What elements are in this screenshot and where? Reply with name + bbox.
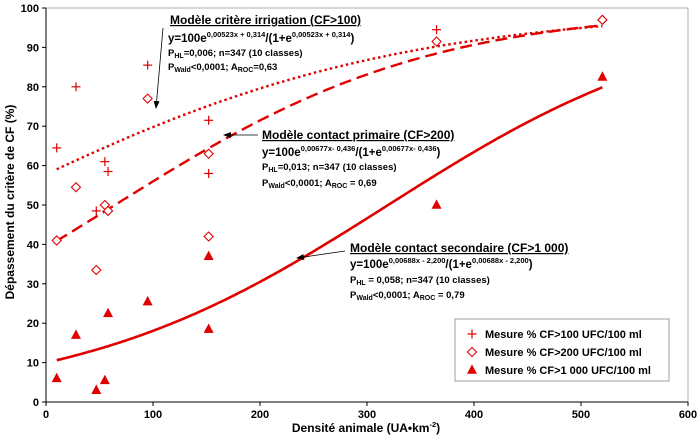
x-tick-label: 400	[465, 409, 483, 421]
data-point-triangle	[51, 372, 62, 383]
y-tick-label: 40	[27, 239, 39, 251]
annotation-primaire-title: Modèle contact primaire (CF>200)	[262, 128, 454, 142]
annotation-irrigation-title: Modèle critère irrigation (CF>100)	[170, 13, 361, 27]
model-curves	[56, 24, 603, 362]
data-point-diamond	[91, 264, 102, 276]
legend-items	[466, 329, 478, 374]
data-point-plus	[432, 25, 442, 35]
y-tick-label: 0	[33, 397, 39, 409]
data-point-plus	[103, 167, 113, 177]
data-point-diamond	[203, 231, 214, 242]
annotation-irrigation-arrow	[153, 27, 164, 109]
data-point-triangle	[103, 307, 114, 318]
data-point-triangle	[99, 374, 110, 385]
data-point-plus	[100, 157, 110, 167]
annotation-secondaire-stat-wald: PWald<0,0001; AROC = 0,79	[350, 290, 465, 302]
x-tick-label: 300	[358, 409, 376, 421]
model-curve-secondaire	[56, 86, 603, 362]
data-point-diamond	[142, 93, 153, 104]
y-tick-label: 20	[27, 318, 39, 330]
annotation-secondaire-title: Modèle contact secondaire (CF>1 000)	[350, 241, 568, 255]
data-point-triangle	[91, 384, 102, 394]
data-point-triangle	[142, 295, 153, 306]
y-tick-label: 60	[27, 161, 39, 173]
y-axis-label: Dépassement du critère de CF (%)	[3, 105, 17, 300]
annotation-irrigation: Modèle critère irrigation (CF>100) y=100…	[153, 13, 361, 109]
legend-label-cf1000: Mesure % CF>1 000 UFC/100 ml	[485, 365, 651, 377]
annotation-irrigation-equation: y=100e0,00523x + 0,314/(1+e0,00523x + 0,…	[168, 30, 354, 45]
data-point-diamond	[597, 14, 608, 26]
data-point-diamond	[70, 181, 82, 193]
annotation-primaire-stat-wald: PWald<0,0001; AROC = 0,69	[262, 178, 377, 190]
y-tick-label: 70	[27, 121, 39, 133]
axes: 0 100 200 300 400 500 600 0 10 20 30 40 50 60 70 80 90 10…	[21, 3, 698, 421]
y-tick-label: 10	[27, 358, 39, 370]
y-tick-label: 100	[21, 3, 39, 15]
annotation-secondaire: Modèle contact secondaire (CF>1 000) y=1…	[296, 241, 568, 302]
data-points	[51, 14, 608, 394]
data-point-diamond	[51, 235, 62, 246]
data-point-diamond	[431, 36, 442, 47]
data-point-diamond	[203, 148, 214, 160]
y-tick-label: 50	[27, 200, 39, 212]
y-tick-label: 90	[27, 42, 39, 54]
legend-marker-triangle	[467, 364, 477, 374]
annotation-secondaire-arrow	[296, 250, 346, 260]
annotation-secondaire-stat-hl: PHL = 0,058; n=347 (10 classes)	[350, 275, 490, 287]
data-point-triangle	[203, 323, 214, 333]
data-point-plus	[204, 115, 214, 125]
data-point-triangle	[597, 71, 608, 81]
legend: Mesure % CF>100 UFC/100 ml Mesure % CF>2…	[454, 318, 670, 382]
data-point-plus	[71, 82, 81, 92]
legend-marker-plus	[467, 329, 477, 339]
legend-label-cf100: Mesure % CF>100 UFC/100 ml	[485, 329, 642, 341]
x-axis-label: Densité animale (UA•km-2)	[292, 420, 440, 435]
legend-marker-diamond	[466, 346, 478, 358]
model-curve-primaire	[56, 24, 603, 242]
data-point-plus	[52, 143, 62, 153]
data-point-plus	[91, 206, 101, 216]
data-point-plus	[143, 60, 153, 70]
x-tick-label: 200	[251, 409, 269, 421]
annotation-primaire-stat-hl: PHL=0,013; n=347 (10 classes)	[262, 162, 397, 174]
annotation-primaire: Modèle contact primaire (CF>200) y=100e0…	[223, 128, 454, 190]
y-tick-label: 80	[27, 82, 39, 94]
data-point-plus	[204, 168, 214, 178]
annotation-irrigation-stat-hl: PHL=0,006; n=347 (10 classes)	[168, 48, 303, 60]
annotation-irrigation-stat-wald: PWald<0,0001; AROC=0,63	[168, 62, 277, 74]
legend-box	[454, 318, 670, 382]
data-point-triangle	[431, 199, 442, 209]
data-point-triangle	[203, 250, 214, 261]
annotation-primaire-equation: y=100e0,00677x- 0,436/(1+e0,00677x- 0,43…	[262, 144, 441, 159]
x-tick-label: 0	[43, 409, 49, 421]
data-point-triangle	[70, 329, 81, 339]
x-tick-label: 600	[679, 409, 697, 421]
y-tick-label: 30	[27, 279, 39, 291]
model-curve-irrigation	[56, 24, 603, 171]
legend-label-cf200: Mesure % CF>200 UFC/100 ml	[485, 347, 642, 359]
x-tick-label: 100	[144, 409, 162, 421]
data-point-diamond	[102, 205, 114, 217]
annotation-secondaire-equation: y=100e0,00688x - 2,200/(1+e0,00688x - 2,…	[350, 256, 533, 271]
x-tick-label: 500	[572, 409, 590, 421]
